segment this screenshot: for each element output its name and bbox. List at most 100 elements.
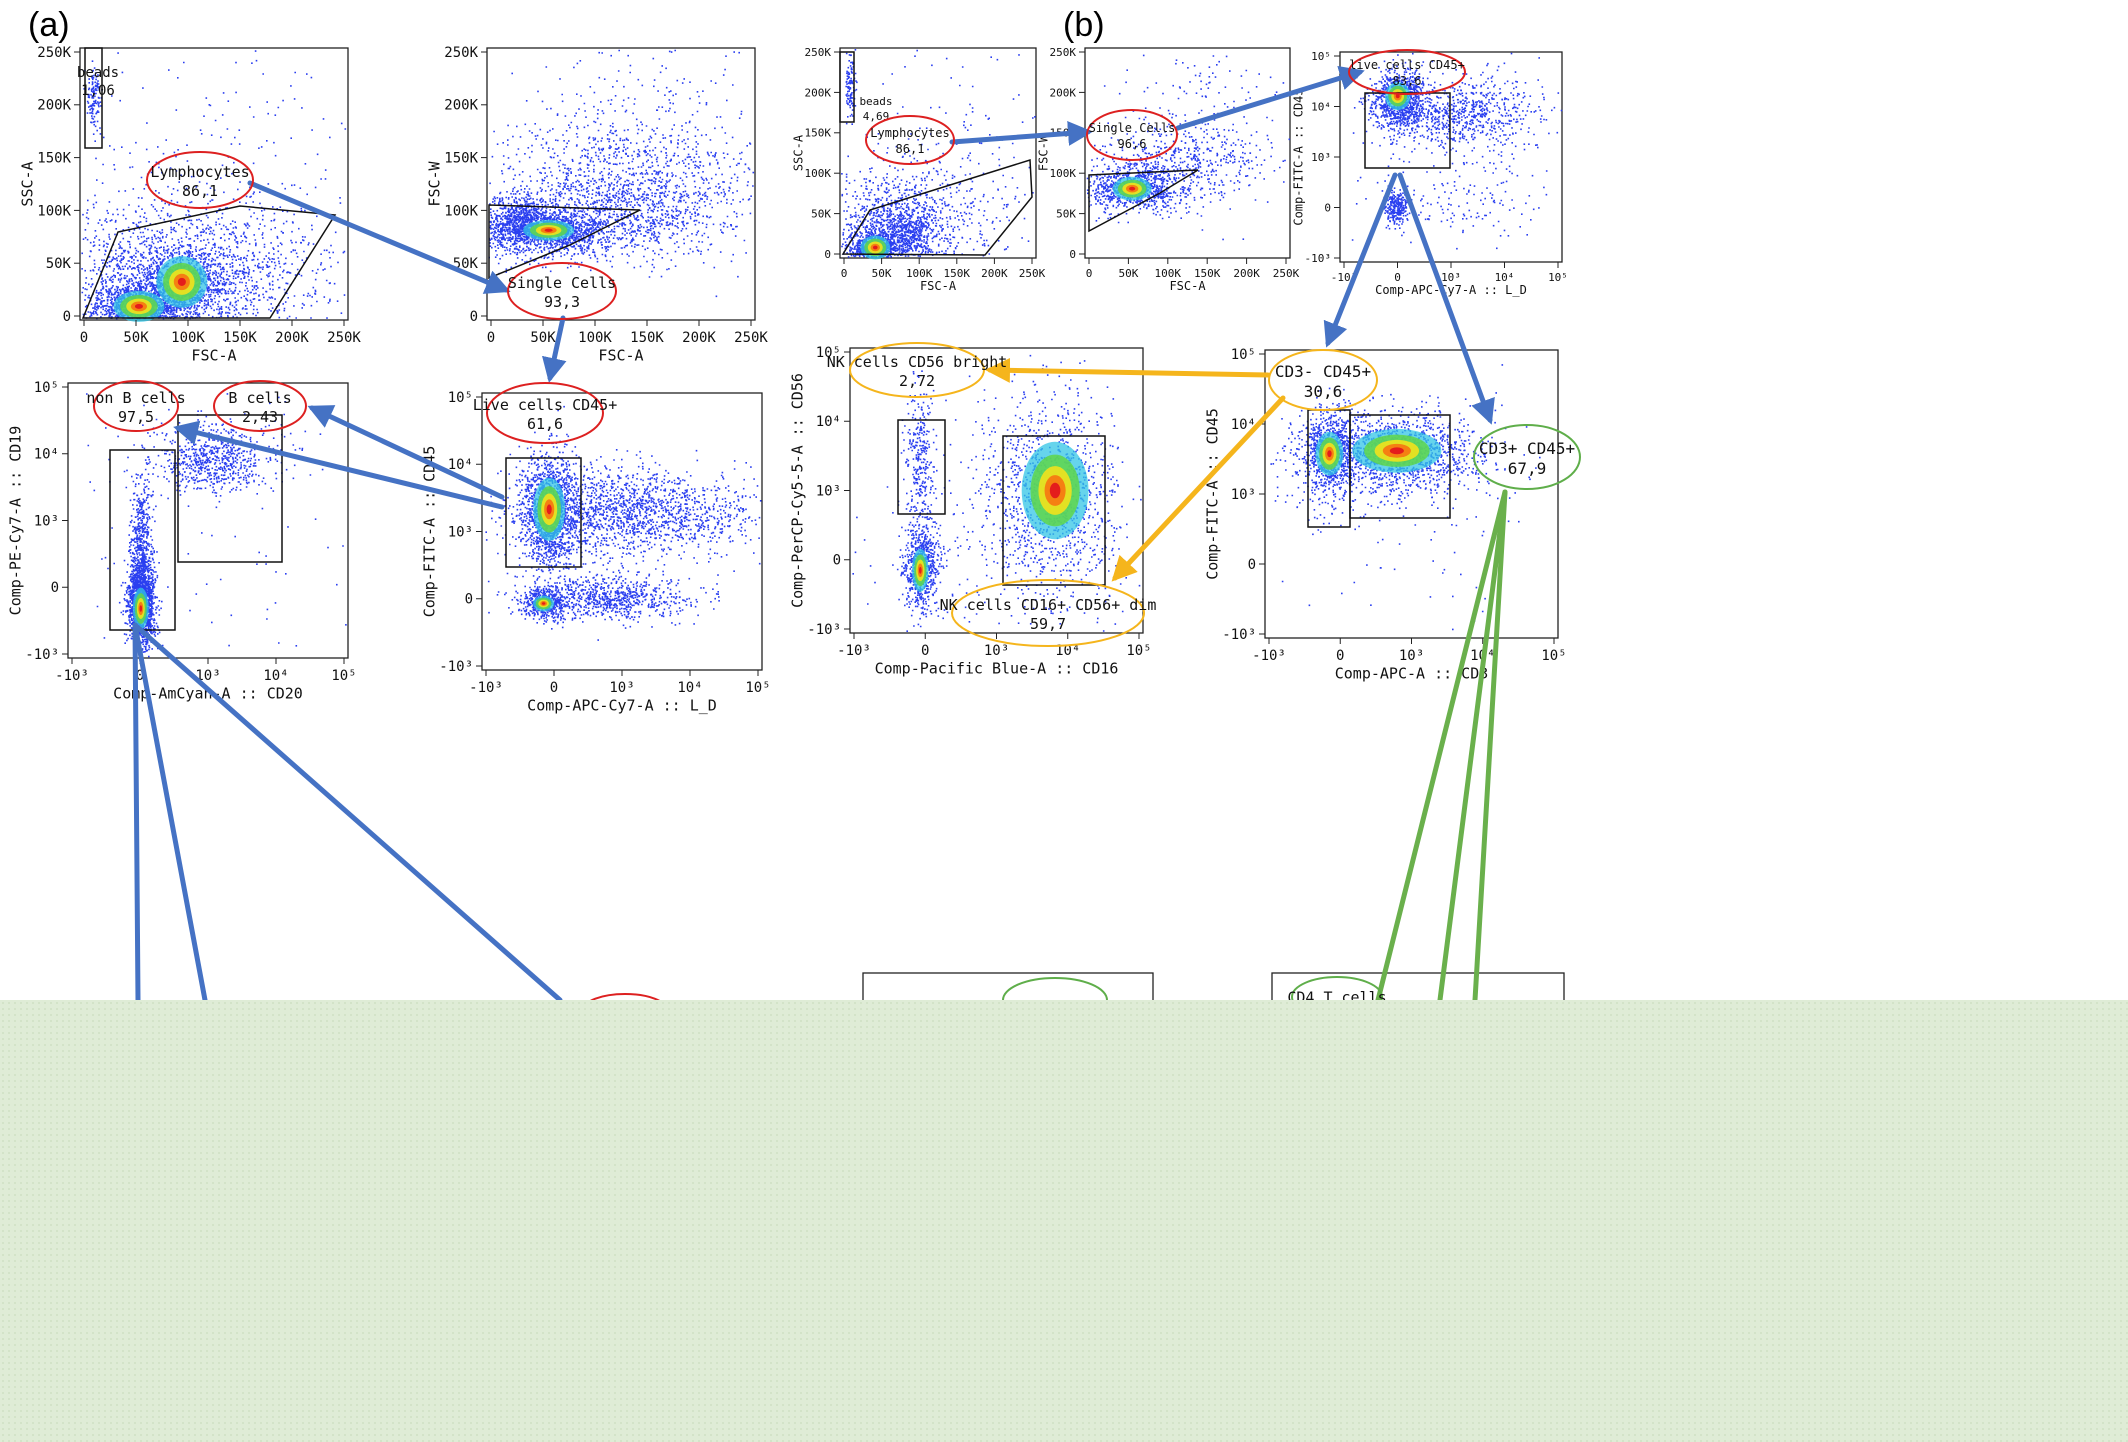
x-tick-label: 10³ [609,680,634,696]
x-tick-label: 100K [906,267,933,280]
plot-frame [1264,349,1559,639]
x-tick-label: 10⁵ [745,680,770,696]
y-tick-label: 10⁵ [448,390,473,406]
y-tick-label: 0 [465,592,473,608]
gating-arrow [1397,172,1495,425]
gate-label-ring [865,115,955,165]
x-tick-label: 50K [1118,267,1138,280]
y-tick-label: 250K [805,46,832,59]
y-tick-label: -10³ [1305,252,1332,265]
gates-layer [81,47,1451,631]
y-tick-label: 10⁵ [1231,347,1256,363]
x-tick-label: 10³ [1441,271,1461,284]
x-tick-label: -10³ [1252,648,1286,664]
y-tick-label: 50K [811,207,831,220]
scatter-points [852,354,1142,632]
x-tick-label: -10³ [469,680,503,696]
scatter-points [86,393,347,658]
x-tick-label: 200K [275,330,309,346]
gate-outline [839,51,855,123]
x-tick-label: 100K [578,330,612,346]
y-axis-label: FSC-W [1037,134,1051,171]
gating-arrow [1472,489,1508,1003]
plot-frame [79,47,349,321]
x-tick-label: -10³ [837,643,871,659]
y-tick-label: 100K [805,167,832,180]
x-tick-label: 100K [171,330,205,346]
gate-name: live cells CD45+ [1349,58,1465,72]
plots-layer: 0 50K 100K 150K 200K 250K 0 50K 100K 150K 200K 250K… [6,45,1568,1034]
gate-value: 30,6 [1304,382,1343,401]
plot-a4: -10³ 0 10³ 10⁴ 10⁵ -10³ 0 10³ 10⁴ 10⁵ Comp-APC-Cy7… [420,390,770,715]
gate-name: Lymphocytes [870,126,949,140]
x-axis-label: Comp-APC-A :: CD3 [1335,665,1489,683]
gate-value: 83,6 [1393,74,1422,88]
x-axis-label: FSC-A [920,279,957,293]
x-axis-label: FSC-A [191,347,236,365]
gating-arrow [1175,65,1365,131]
panel-tag-b: (b) [1063,6,1105,44]
x-tick-label: 10⁴ [1055,643,1080,659]
y-tick-label: 10³ [448,524,473,540]
gate-name: NK cells CD56 bright [827,353,1008,371]
gate-outline [1088,169,1199,233]
gating-arrow [132,622,208,1003]
x-tick-label: 250K [734,330,768,346]
scatter-points [1086,54,1291,241]
y-tick-label: 10⁵ [816,345,841,361]
x-tick-label: 10⁵ [1548,271,1568,284]
gating-arrow [173,420,505,510]
gate-value: 96,6 [1118,137,1147,151]
x-tick-label: 0 [841,267,848,280]
y-tick-label: 10³ [34,513,59,529]
y-tick-label: 250K [444,45,478,61]
gate-outline [84,47,103,149]
gate-name: NK cells CD16+ CD56+ dim [940,596,1157,614]
gate-value: 2,43 [242,408,278,426]
gate-label-b1-lymph: Lymphocytes 86,1 [865,115,955,165]
gate-outline [177,414,283,563]
gating-arrow [1437,489,1508,1003]
scatter-points [485,405,762,641]
translucent-overlay [0,1000,2128,1442]
gating-arrow [1323,172,1398,348]
y-tick-label: -10³ [1222,627,1256,643]
plot-b2: 050K100K150K200K250K050K100K150K200K250K… [1037,46,1300,293]
y-tick-label: 0 [1324,201,1331,214]
gate-label-b1-beads: beads 4,69 [859,95,892,123]
gate-name: CD3+ CD45+ [1479,439,1575,458]
y-tick-label: 10⁴ [448,457,473,473]
gate-outline [505,457,582,568]
x-tick-label: 50K [123,330,149,346]
gate-name: Lymphocytes [150,163,249,181]
plot-a1: 0 50K 100K 150K 200K 250K 0 50K 100K 150K 200K 250K… [18,45,361,365]
gate-name: B cells [228,389,291,407]
gating-arrow [1111,395,1286,582]
gate-value: 86,1 [182,182,218,200]
gate-outline [841,158,1033,256]
y-tick-label: 200K [1050,86,1077,99]
x-axis-label: FSC-A [598,347,643,365]
gate-value: 59,7 [1030,615,1066,633]
gate-value: 86,1 [896,142,925,156]
x-tick-label: 150K [1194,267,1221,280]
gate-name: beads [77,65,119,81]
gate-label-b5-cd3pos: CD3+ CD45+67,9 [1473,424,1581,490]
y-tick-label: 10⁵ [34,380,59,396]
plot-a2: 0 50K 100K 150K 200K 250K050K100K150K200K250K… [425,45,768,365]
x-tick-label: 0 [1394,271,1401,284]
x-tick-label: 0 [550,680,558,696]
gate-label-b2-single: Single Cells 96,6 [1086,109,1178,161]
x-tick-label: 10³ [195,668,220,684]
gate-name: Single Cells [1089,121,1176,135]
y-tick-label: 10³ [1311,151,1331,164]
x-axis-label: Comp-Pacific Blue-A :: CD16 [875,660,1119,678]
y-tick-label: 200K [805,86,832,99]
gate-name: CD3- CD45+ [1275,362,1371,381]
